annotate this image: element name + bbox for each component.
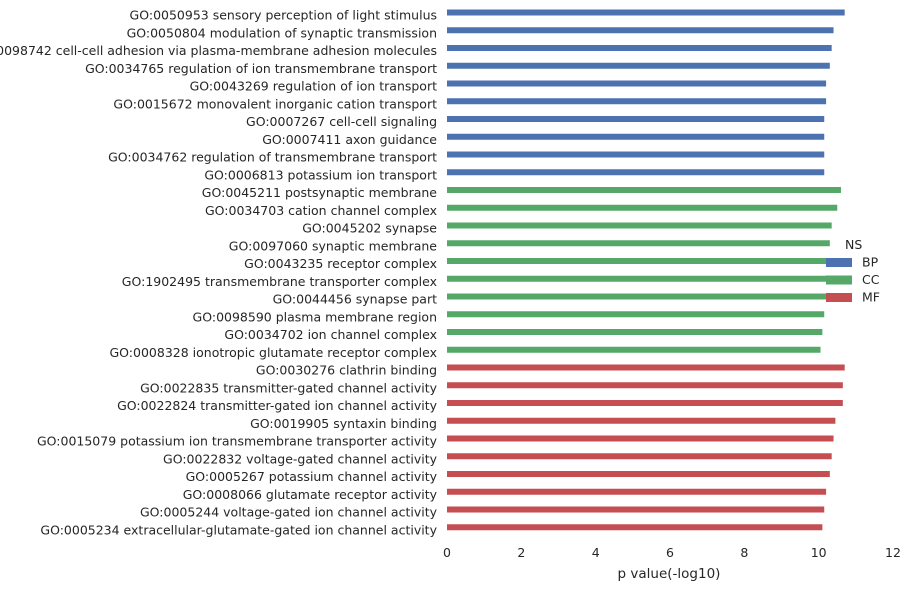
legend-title: NS xyxy=(845,237,862,252)
category-label: GO:0005244 voltage-gated ion channel act… xyxy=(140,505,438,520)
legend: NS BP CC MF xyxy=(826,237,880,305)
category-label: GO:0022835 transmitter-gated channel act… xyxy=(140,380,437,395)
bar xyxy=(447,151,825,158)
bars-layer xyxy=(447,9,845,531)
category-label: GO:0050804 modulation of synaptic transm… xyxy=(127,25,437,40)
category-label: GO:0043269 regulation of ion transport xyxy=(190,79,438,94)
legend-label: BP xyxy=(862,255,879,270)
bar xyxy=(447,488,827,495)
x-tick-label: 8 xyxy=(740,545,748,560)
category-labels: GO:0050953 sensory perception of light s… xyxy=(0,8,438,538)
bar xyxy=(447,506,825,513)
category-label: GO:0005234 extracellular-glutamate-gated… xyxy=(40,522,437,537)
bar xyxy=(447,116,825,122)
bar xyxy=(447,98,827,105)
x-tick-label: 6 xyxy=(666,545,674,560)
bar xyxy=(447,435,834,442)
legend-label: CC xyxy=(862,272,880,287)
bar xyxy=(447,187,841,193)
category-label: GO:0098742 cell-cell adhesion via plasma… xyxy=(0,43,437,58)
bar xyxy=(447,62,830,69)
bar xyxy=(447,453,832,460)
category-label: GO:0007411 axon guidance xyxy=(262,132,437,147)
bar xyxy=(447,471,830,477)
category-label: GO:0019905 syntaxin binding xyxy=(250,416,437,431)
x-tick-label: 0 xyxy=(443,545,451,560)
legend-swatch xyxy=(826,293,852,302)
category-label: GO:0050953 sensory perception of light s… xyxy=(130,8,437,23)
category-label: GO:0034702 ion channel complex xyxy=(224,327,437,342)
x-ticks: 0 2 4 6 8 10 12 xyxy=(443,545,901,560)
bar xyxy=(447,293,828,300)
category-label: GO:0097060 synaptic membrane xyxy=(229,238,438,253)
category-label: GO:0008066 glutamate receptor activity xyxy=(183,487,438,502)
category-label: GO:0045202 synapse xyxy=(302,221,437,236)
bar xyxy=(447,329,823,335)
bar xyxy=(447,27,834,34)
category-label: GO:0006813 potassium ion transport xyxy=(204,167,437,182)
bar xyxy=(447,382,843,389)
bar xyxy=(447,80,827,87)
category-label: GO:0022824 transmitter-gated ion channel… xyxy=(117,398,438,413)
category-label: GO:0044456 synapse part xyxy=(273,292,437,307)
bar xyxy=(447,275,828,282)
bar xyxy=(447,364,845,371)
category-label: GO:0015672 monovalent inorganic cation t… xyxy=(113,96,437,111)
x-axis-label: p value(-log10) xyxy=(618,566,721,582)
category-label: GO:1902495 transmembrane transporter com… xyxy=(122,274,437,289)
bar xyxy=(447,417,836,424)
category-label: GO:0098590 plasma membrane region xyxy=(193,309,437,324)
bar xyxy=(447,240,830,247)
x-tick-label: 2 xyxy=(517,545,525,560)
bar xyxy=(447,204,838,211)
bar xyxy=(447,45,832,51)
category-label: GO:0015079 potassium ion transmembrane t… xyxy=(37,434,438,449)
category-label: GO:0043235 receptor complex xyxy=(244,256,437,271)
x-tick-label: 4 xyxy=(592,545,600,560)
legend-label: MF xyxy=(862,290,880,305)
category-label: GO:0008328 ionotropic glutamate receptor… xyxy=(110,345,438,360)
category-label: GO:0034703 cation channel complex xyxy=(205,203,437,218)
category-label: GO:0045211 postsynaptic membrane xyxy=(202,185,438,200)
bar xyxy=(447,258,828,264)
category-label: GO:0034765 regulation of ion transmembra… xyxy=(85,61,437,76)
bar xyxy=(447,169,825,176)
x-tick-label: 10 xyxy=(811,545,827,560)
category-label: GO:0007267 cell-cell signaling xyxy=(246,114,437,129)
bar xyxy=(447,311,825,318)
bar xyxy=(447,222,832,229)
bar xyxy=(447,9,845,16)
bar xyxy=(447,133,825,140)
category-label: GO:0022832 voltage-gated channel activit… xyxy=(163,451,438,466)
category-label: GO:0030276 clathrin binding xyxy=(256,363,437,378)
legend-swatch xyxy=(826,275,852,285)
bar xyxy=(447,524,823,531)
legend-swatch xyxy=(826,258,852,267)
category-label: GO:0034762 regulation of transmembrane t… xyxy=(108,150,437,165)
bar xyxy=(447,400,843,406)
bar xyxy=(447,346,821,353)
x-tick-label: 12 xyxy=(885,545,901,560)
category-label: GO:0005267 potassium channel activity xyxy=(186,469,438,484)
